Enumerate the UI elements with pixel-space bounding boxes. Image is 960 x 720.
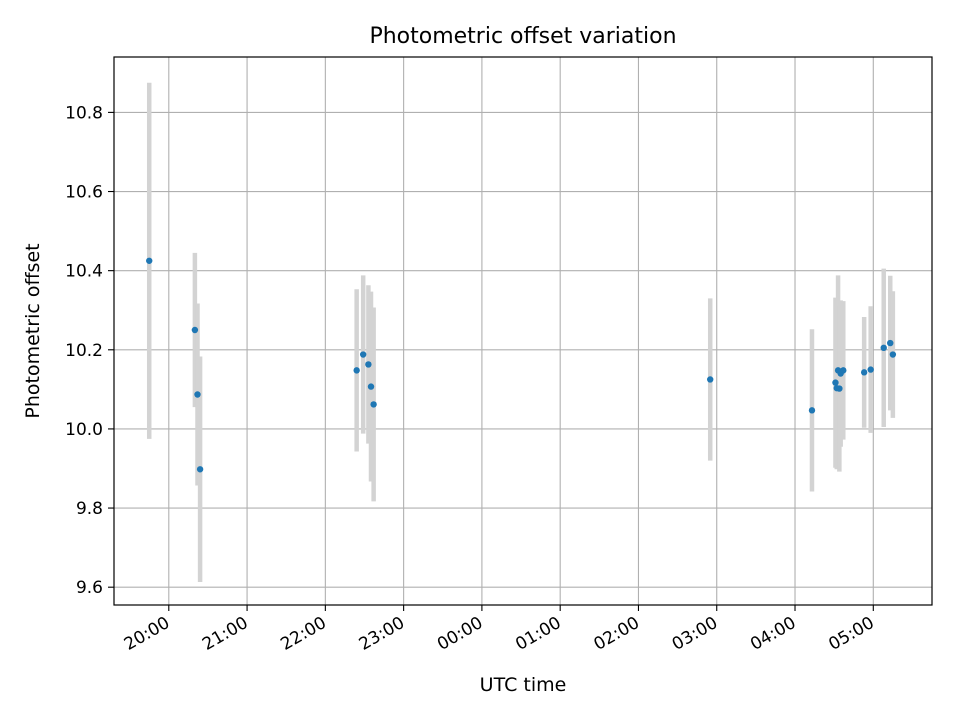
y-axis: 9.6 9.8 10.0 10.2 10.4 10.6 10.8 bbox=[65, 103, 114, 598]
y-tick-label: 10.2 bbox=[65, 341, 103, 361]
y-tick-label: 9.8 bbox=[76, 499, 103, 519]
data-point bbox=[365, 361, 372, 368]
data-point bbox=[860, 369, 868, 376]
y-tick-label: 10.4 bbox=[65, 262, 103, 282]
y-axis-label: Photometric offset bbox=[22, 243, 44, 418]
data-point bbox=[836, 385, 843, 392]
data-point bbox=[359, 351, 367, 358]
data-point bbox=[832, 379, 839, 386]
data-point bbox=[196, 466, 204, 473]
x-tick-label: 01:00 bbox=[512, 613, 564, 655]
data-point bbox=[367, 383, 375, 390]
data-point bbox=[353, 367, 360, 374]
x-tick-label: 20:00 bbox=[121, 613, 173, 655]
data-point bbox=[370, 401, 377, 408]
data-point bbox=[867, 366, 874, 373]
x-tick-label: 00:00 bbox=[434, 613, 486, 655]
x-tick-label: 04:00 bbox=[747, 613, 799, 655]
plot-frame bbox=[113, 56, 933, 606]
data-point bbox=[146, 257, 153, 264]
x-tick-label: 22:00 bbox=[277, 613, 329, 655]
data-point bbox=[887, 339, 894, 347]
x-tick-label: 03:00 bbox=[669, 613, 721, 655]
y-tick-label: 9.6 bbox=[76, 578, 103, 598]
data-point bbox=[880, 344, 887, 352]
data-point bbox=[808, 407, 816, 414]
data-point bbox=[840, 367, 847, 374]
x-tick-label: 02:00 bbox=[591, 613, 643, 655]
x-axis: 20:00 21:00 22:00 23:00 00:00 01:00 02:00 03:00… bbox=[121, 605, 878, 655]
y-tick-label: 10.6 bbox=[65, 183, 103, 203]
data-point bbox=[889, 351, 897, 358]
chart-title: Photometric offset variation bbox=[369, 24, 676, 49]
data-point bbox=[191, 326, 199, 334]
y-tick-label: 10.8 bbox=[65, 103, 103, 123]
plot-background bbox=[114, 57, 932, 605]
x-tick-label: 21:00 bbox=[199, 613, 251, 655]
x-axis-label: UTC time bbox=[480, 674, 567, 696]
y-tick-label: 10.0 bbox=[65, 420, 103, 440]
data-point bbox=[194, 391, 201, 398]
data-point bbox=[707, 376, 714, 383]
x-tick-label: 05:00 bbox=[825, 613, 877, 655]
grid-lines bbox=[114, 57, 932, 605]
data-points bbox=[146, 257, 897, 473]
x-tick-label: 23:00 bbox=[356, 613, 408, 655]
